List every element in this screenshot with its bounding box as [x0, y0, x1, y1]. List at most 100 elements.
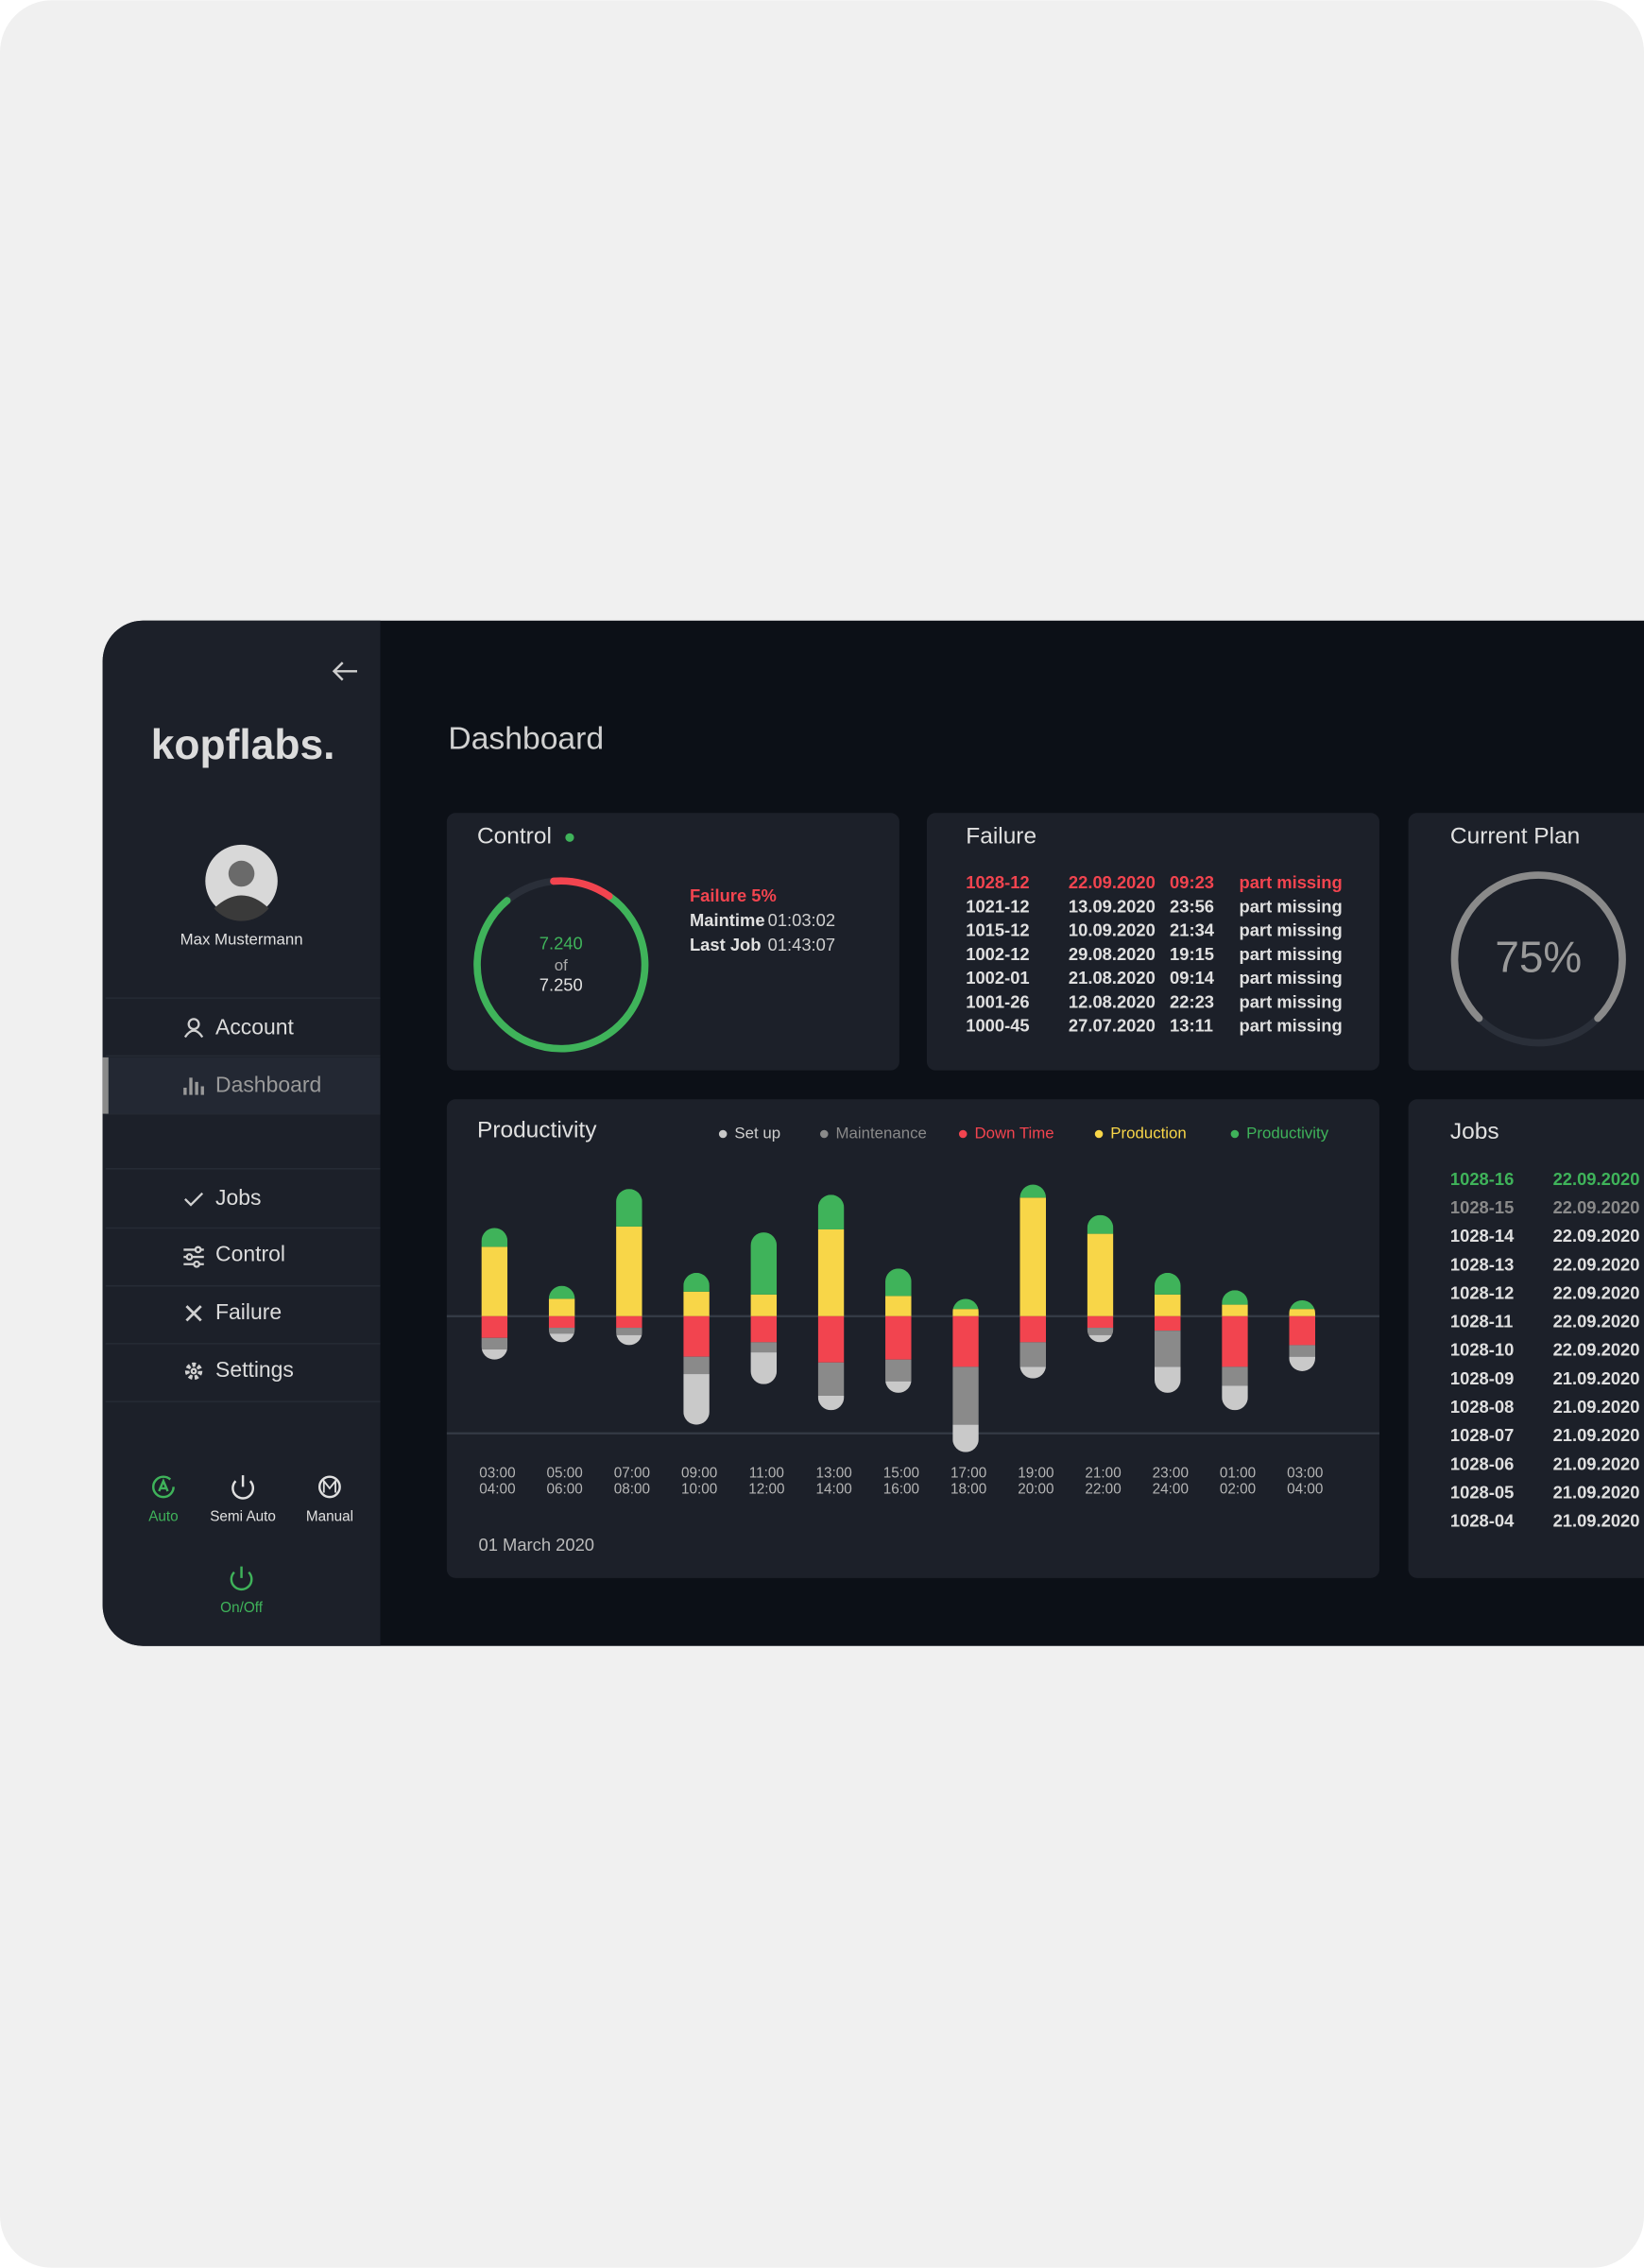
- x-tick-label: 04:00: [1287, 1482, 1323, 1498]
- job-cell: 21.09.2020: [1553, 1425, 1640, 1445]
- x-tick-label: 03:00: [1287, 1466, 1323, 1482]
- menu-icons: [183, 1018, 204, 1381]
- bar-segment: [481, 1337, 508, 1350]
- failure-cell: part missing: [1240, 991, 1343, 1011]
- control-title: Control: [477, 824, 552, 850]
- x-tick-label: 06:00: [547, 1482, 583, 1498]
- stat-value: 01:43:07: [768, 935, 835, 954]
- job-cell: 1028-06: [1450, 1453, 1514, 1473]
- failure-cell: 19:15: [1170, 944, 1214, 964]
- bar-segment: [548, 1315, 575, 1329]
- bar-segment: [750, 1342, 778, 1353]
- x-tick-label: 10:00: [681, 1482, 717, 1498]
- bar-segment: [817, 1194, 845, 1230]
- chart-date: 01 March 2020: [479, 1535, 594, 1555]
- stat-label: Maintime: [690, 910, 765, 930]
- job-cell: 1028-07: [1450, 1425, 1514, 1445]
- bar-group: [616, 1189, 642, 1346]
- x-tick-label: 09:00: [681, 1466, 717, 1482]
- job-cell: 22.09.2020: [1553, 1226, 1640, 1246]
- bar-segment: [885, 1381, 912, 1393]
- failure-cell: part missing: [1240, 1016, 1343, 1036]
- mode-label[interactable]: Auto: [148, 1509, 178, 1525]
- bar-group: [885, 1268, 912, 1393]
- bar-segment: [1222, 1290, 1248, 1305]
- job-cell: 1028-09: [1450, 1368, 1514, 1388]
- menu-item[interactable]: Jobs: [215, 1185, 261, 1210]
- bar-segment: [885, 1315, 912, 1360]
- legend-label: Maintenance: [836, 1124, 927, 1142]
- mode-label[interactable]: Semi Auto: [210, 1509, 276, 1525]
- failure-cell: part missing: [1240, 896, 1343, 916]
- failure-cell: part missing: [1240, 944, 1343, 964]
- menu-item[interactable]: Dashboard: [215, 1073, 321, 1097]
- productivity-title: Productivity: [477, 1117, 597, 1143]
- bar-group: [817, 1194, 845, 1411]
- bar-segment: [1019, 1184, 1047, 1198]
- bar-group: [481, 1228, 508, 1360]
- job-cell: 1028-04: [1450, 1511, 1515, 1531]
- failure-cell: 09:23: [1170, 872, 1214, 892]
- collapse-button[interactable]: [332, 662, 357, 681]
- x-tick-label: 01:00: [1220, 1466, 1256, 1482]
- failure-cell: 23:56: [1170, 896, 1214, 916]
- bar-segment: [1019, 1197, 1047, 1316]
- x-tick-label: 05:00: [547, 1466, 583, 1482]
- status-dot: [565, 833, 574, 842]
- cards: [446, 813, 1644, 1578]
- failure-cell: part missing: [1240, 920, 1343, 940]
- bar-group: [952, 1298, 979, 1452]
- x-tick-label: 18:00: [950, 1482, 986, 1498]
- failure-cell: 29.08.2020: [1069, 944, 1156, 964]
- failure-cell: 12.08.2020: [1069, 991, 1156, 1011]
- failure-cell: 10.09.2020: [1069, 920, 1156, 940]
- sidebar: [102, 620, 381, 1646]
- bar-segment: [683, 1315, 710, 1357]
- avatar: [205, 844, 278, 921]
- failure-cell: 1000-45: [966, 1016, 1029, 1036]
- x-tick-label: 11:00: [749, 1466, 784, 1482]
- bar-group: [1087, 1214, 1114, 1343]
- menu-item[interactable]: Failure: [215, 1299, 282, 1324]
- control-failure: Failure 5%: [690, 885, 777, 905]
- menu-item[interactable]: Account: [215, 1014, 295, 1039]
- mode-label[interactable]: Manual: [306, 1509, 353, 1525]
- x-tick-label: 16:00: [883, 1482, 919, 1498]
- bar-segment: [952, 1309, 979, 1316]
- legend-label: Productivity: [1246, 1124, 1329, 1142]
- x-tick-label: 19:00: [1018, 1466, 1053, 1482]
- bar-segment: [952, 1298, 979, 1310]
- x-tick-label: 07:00: [614, 1466, 650, 1482]
- bar-segment: [1019, 1315, 1047, 1343]
- legend-dot: [958, 1129, 968, 1139]
- x-tick-label: 14:00: [815, 1482, 851, 1498]
- failure-cell: part missing: [1240, 872, 1343, 892]
- bar-segment: [1222, 1366, 1248, 1386]
- bar-segment: [1019, 1366, 1047, 1379]
- menu-item[interactable]: Control: [215, 1242, 285, 1266]
- page-title: Dashboard: [448, 722, 604, 757]
- job-cell: 21.09.2020: [1553, 1453, 1640, 1473]
- bar-segment: [952, 1315, 979, 1367]
- power-label[interactable]: On/Off: [220, 1600, 264, 1616]
- bar-group: [1222, 1290, 1248, 1411]
- bar-segment: [1154, 1331, 1181, 1367]
- active-menu-bg: [105, 1057, 381, 1114]
- bar-segment: [1087, 1214, 1114, 1234]
- bar-segment: [548, 1333, 575, 1343]
- job-cell: 21.09.2020: [1553, 1511, 1640, 1531]
- job-cell: 21.09.2020: [1553, 1397, 1640, 1417]
- x-tick-label: 21:00: [1085, 1466, 1121, 1482]
- bar-segment: [1222, 1385, 1248, 1411]
- job-cell: 1028-13: [1450, 1254, 1514, 1274]
- failure-cell: 22:23: [1170, 991, 1214, 1011]
- job-cell: 1028-15: [1450, 1197, 1514, 1217]
- bar-segment: [1289, 1315, 1315, 1346]
- jobs-title: Jobs: [1450, 1119, 1499, 1144]
- bar-segment: [885, 1296, 912, 1316]
- bar-segment: [885, 1268, 912, 1297]
- menu-item[interactable]: Settings: [215, 1357, 294, 1382]
- failure-cell: 22.09.2020: [1069, 872, 1156, 892]
- job-cell: 21.09.2020: [1553, 1482, 1640, 1502]
- control-done: 7.240: [539, 933, 583, 953]
